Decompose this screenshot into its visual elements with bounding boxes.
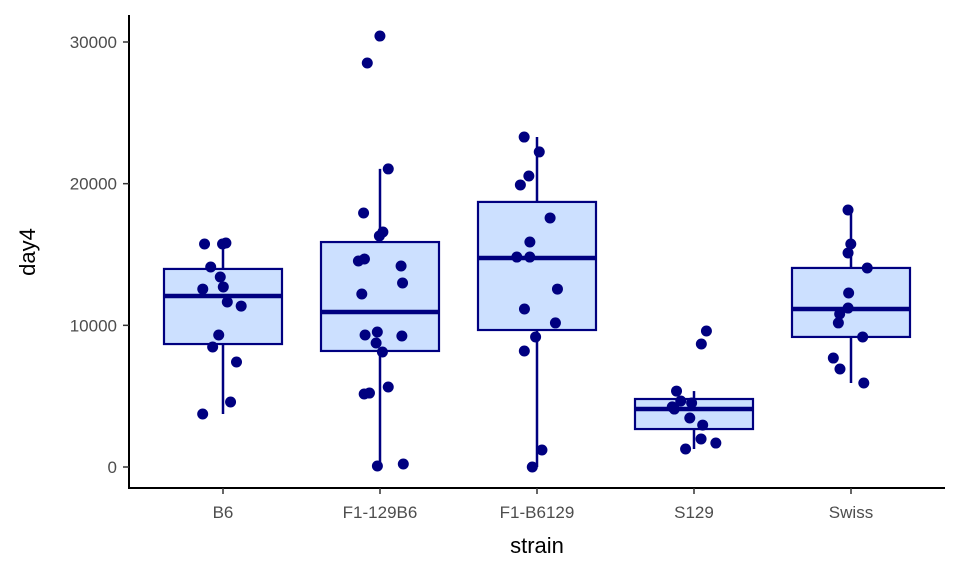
- y-tick-label: 30000: [70, 33, 117, 52]
- data-point: [197, 283, 209, 295]
- data-point: [526, 461, 538, 473]
- x-tick-label: S129: [674, 503, 714, 522]
- data-point: [544, 212, 556, 224]
- data-point: [842, 302, 854, 314]
- box-Swiss: [790, 266, 912, 339]
- y-axis-title: day4: [15, 228, 40, 276]
- data-point: [842, 204, 854, 216]
- data-point: [358, 388, 370, 400]
- x-tick-label: F1-129B6: [343, 503, 418, 522]
- data-point: [371, 326, 383, 338]
- boxes-layer: [162, 137, 912, 467]
- data-point: [834, 308, 846, 320]
- data-point: [695, 338, 707, 350]
- y-tick-label: 20000: [70, 175, 117, 194]
- data-point: [217, 281, 229, 293]
- data-point: [834, 363, 846, 375]
- data-point: [536, 444, 548, 456]
- data-point: [231, 356, 243, 368]
- data-point: [675, 395, 687, 407]
- data-point: [220, 237, 232, 249]
- box-F1-B6129: [476, 200, 598, 332]
- data-point: [370, 337, 382, 349]
- data-point: [352, 255, 364, 267]
- data-point: [686, 397, 698, 409]
- data-point: [511, 251, 523, 263]
- data-point: [371, 460, 383, 472]
- data-point: [518, 303, 530, 315]
- x-tick-label: B6: [213, 503, 234, 522]
- data-point: [518, 345, 530, 357]
- data-point: [684, 412, 696, 424]
- data-point: [858, 377, 870, 389]
- data-point: [373, 230, 385, 242]
- data-point: [397, 458, 409, 470]
- data-point: [197, 408, 209, 420]
- points-layer: [197, 30, 873, 473]
- data-point: [523, 170, 535, 182]
- data-point: [697, 419, 709, 431]
- data-point: [518, 131, 530, 143]
- data-point: [382, 163, 394, 175]
- data-point: [533, 146, 545, 158]
- data-point: [207, 341, 219, 353]
- data-point: [395, 260, 407, 272]
- data-point: [680, 443, 692, 455]
- data-point: [857, 331, 869, 343]
- data-point: [514, 179, 526, 191]
- data-point: [376, 346, 388, 358]
- data-point: [530, 331, 542, 343]
- data-point: [225, 396, 237, 408]
- y-tick-label: 10000: [70, 316, 117, 335]
- data-point: [710, 437, 722, 449]
- data-point: [695, 433, 707, 445]
- data-point: [827, 352, 839, 364]
- data-point: [700, 325, 712, 337]
- data-point: [382, 381, 394, 393]
- data-point: [397, 277, 409, 289]
- x-tick-label: Swiss: [829, 503, 873, 522]
- x-tick-label: F1-B6129: [500, 503, 575, 522]
- data-point: [666, 401, 678, 413]
- data-point: [361, 57, 373, 69]
- data-point: [843, 287, 855, 299]
- data-point: [235, 300, 247, 312]
- data-point: [671, 385, 683, 397]
- y-ticks: 0 10000 20000 30000: [70, 33, 129, 477]
- x-ticks: B6 F1-129B6 F1-B6129 S129 Swiss: [213, 488, 873, 522]
- x-axis-title: strain: [510, 533, 564, 558]
- data-point: [842, 247, 854, 259]
- data-point: [832, 317, 844, 329]
- data-point: [358, 207, 370, 219]
- data-point: [549, 317, 561, 329]
- data-point: [356, 288, 368, 300]
- data-point: [199, 238, 211, 250]
- data-point: [551, 283, 563, 295]
- data-point: [213, 329, 225, 341]
- data-point: [221, 296, 233, 308]
- data-point: [214, 271, 226, 283]
- data-point: [205, 261, 217, 273]
- y-tick-label: 0: [108, 458, 117, 477]
- data-point: [396, 330, 408, 342]
- data-point: [861, 262, 873, 274]
- data-point: [359, 329, 371, 341]
- data-point: [524, 236, 536, 248]
- data-point: [845, 238, 857, 250]
- data-point: [374, 30, 386, 42]
- data-point: [524, 251, 536, 263]
